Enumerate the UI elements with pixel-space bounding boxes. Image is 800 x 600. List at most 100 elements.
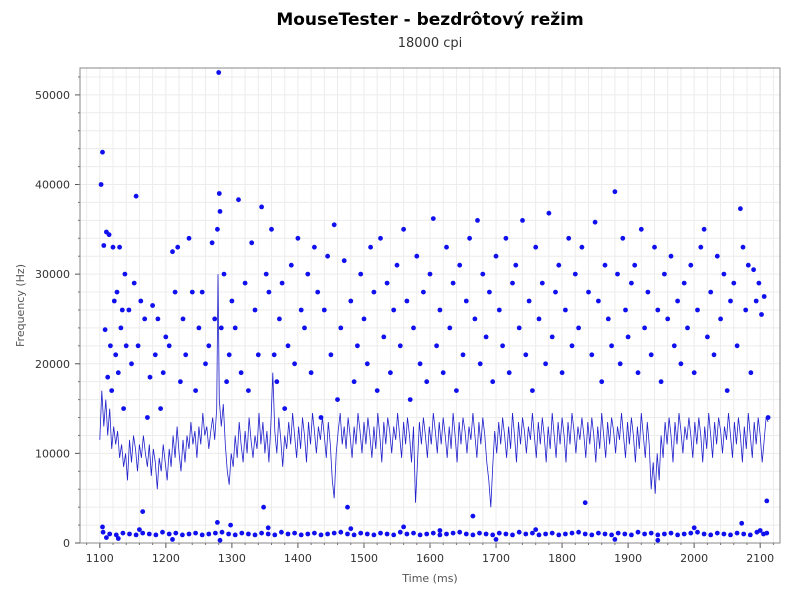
data-point — [110, 244, 116, 250]
data-point — [582, 531, 588, 537]
chart-title: MouseTester - bezdrôtový režim — [276, 10, 584, 30]
data-point — [467, 235, 472, 241]
data-point — [374, 388, 380, 393]
data-point — [355, 343, 360, 349]
data-point — [691, 525, 697, 531]
data-point — [434, 343, 439, 349]
data-point — [193, 530, 199, 536]
data-point — [460, 352, 466, 358]
data-point — [364, 361, 370, 367]
data-point — [701, 531, 707, 537]
chart-subtitle: 18000 cpi — [397, 36, 463, 51]
data-point — [724, 388, 730, 393]
data-point — [279, 529, 284, 535]
data-point — [209, 240, 215, 246]
data-point — [109, 388, 115, 393]
data-point — [424, 531, 430, 537]
data-point — [274, 379, 280, 385]
data-point — [698, 244, 704, 250]
data-point — [576, 529, 581, 535]
data-point — [113, 352, 119, 358]
data-point — [615, 530, 621, 536]
data-point — [642, 325, 647, 331]
data-point — [298, 532, 304, 538]
data-point — [100, 529, 106, 535]
data-point — [302, 325, 307, 331]
data-point — [123, 343, 129, 349]
data-point — [217, 537, 223, 543]
data-point — [510, 280, 515, 286]
data-point — [160, 370, 166, 376]
data-point — [358, 271, 364, 277]
data-point — [100, 524, 105, 530]
data-point — [404, 298, 410, 304]
data-point — [563, 307, 568, 313]
data-point — [430, 530, 436, 536]
data-point — [117, 244, 122, 250]
data-point — [533, 244, 539, 250]
data-point — [757, 528, 763, 533]
data-point — [612, 189, 618, 195]
data-point — [199, 532, 205, 538]
data-point — [457, 262, 463, 268]
data-point — [493, 537, 499, 542]
data-point — [242, 280, 248, 286]
data-point — [470, 532, 476, 538]
data-point — [625, 334, 631, 340]
data-point — [764, 530, 770, 536]
data-point — [559, 370, 565, 376]
data-point — [569, 530, 575, 536]
data-point — [213, 530, 218, 536]
data-point — [348, 526, 354, 532]
data-point — [338, 325, 344, 331]
data-point — [586, 289, 591, 295]
data-point — [582, 500, 588, 506]
data-point — [516, 325, 522, 331]
data-point — [493, 253, 499, 259]
data-point — [615, 271, 620, 277]
data-point — [411, 530, 416, 536]
data-point — [751, 267, 756, 273]
data-point — [150, 303, 156, 308]
grid — [80, 68, 780, 543]
data-point — [645, 289, 651, 295]
data-point — [655, 532, 661, 538]
data-point — [127, 531, 132, 537]
data-point — [239, 530, 245, 536]
data-point — [549, 530, 555, 536]
data-point — [675, 298, 680, 304]
data-point — [166, 343, 172, 349]
data-point — [648, 530, 654, 536]
data-point — [315, 289, 321, 295]
data-point — [378, 530, 383, 536]
data-point — [444, 244, 449, 250]
data-point — [178, 379, 183, 385]
data-point — [490, 379, 496, 385]
data-point — [175, 244, 181, 250]
data-point — [318, 415, 324, 420]
data-point — [206, 531, 212, 537]
data-point — [114, 289, 120, 295]
data-point — [642, 531, 647, 537]
data-point — [180, 532, 185, 538]
data-point — [180, 316, 186, 322]
data-point — [255, 352, 261, 358]
data-point — [496, 530, 502, 536]
data-point — [572, 271, 578, 277]
data-point — [371, 289, 377, 295]
data-point — [364, 531, 370, 537]
data-point — [520, 218, 525, 223]
data-point — [378, 235, 383, 241]
data-point — [483, 334, 489, 340]
data-point — [105, 374, 111, 380]
x-tick-label: 1900 — [614, 552, 642, 565]
data-point — [318, 532, 324, 538]
data-point — [503, 235, 509, 241]
data-point — [566, 235, 572, 241]
data-point — [120, 530, 126, 536]
data-point — [745, 262, 751, 268]
data-point — [734, 530, 740, 536]
data-point — [308, 370, 314, 376]
data-point — [269, 226, 274, 232]
data-point — [450, 530, 456, 536]
